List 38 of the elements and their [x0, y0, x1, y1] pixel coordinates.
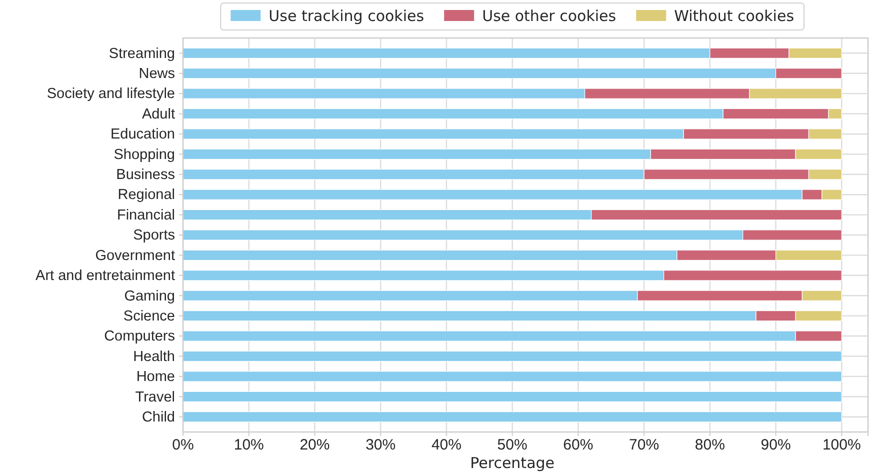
- y-tick-label: Child: [142, 409, 175, 426]
- x-tick-label: 10%: [234, 436, 264, 454]
- y-tick-label: Science: [123, 308, 175, 324]
- x-tick-label: 0%: [172, 436, 194, 454]
- x-tick-label: 80%: [694, 436, 725, 454]
- y-tick-label: Health: [133, 348, 175, 365]
- bar: [182, 411, 842, 422]
- x-tick-label: 90%: [760, 436, 791, 454]
- x-axis-title: Percentage: [470, 454, 555, 472]
- legend-label: Use other cookies: [482, 7, 616, 25]
- y-tick-label: Streaming: [108, 46, 175, 62]
- y-tick-label: Business: [116, 167, 175, 184]
- legend-label: Without cookies: [674, 7, 794, 25]
- bar: [182, 391, 842, 402]
- bar: [182, 350, 842, 362]
- y-tick-label: Art and entretainment: [36, 268, 175, 284]
- y-tick-label: Government: [95, 248, 175, 264]
- x-tick-label: 60%: [563, 436, 594, 454]
- y-tick-label: Travel: [135, 389, 175, 406]
- y-tick-label: Adult: [142, 106, 175, 122]
- y-tick-label: Education: [110, 126, 175, 143]
- y-tick-label: Shopping: [114, 146, 175, 163]
- y-tick-label: Regional: [118, 187, 175, 204]
- y-tick-label: Financial: [116, 207, 175, 224]
- y-tick-label: Gaming: [124, 288, 175, 304]
- y-tick-label: Sports: [133, 228, 175, 244]
- bar: [182, 371, 842, 382]
- x-tick-label: 30%: [366, 436, 396, 454]
- y-tick-label: News: [138, 66, 175, 82]
- legend-label: Use tracking cookies: [268, 7, 424, 25]
- x-tick-label: 40%: [431, 436, 462, 454]
- y-tick-label: Society and lifestyle: [46, 86, 175, 102]
- x-tick-label: 70%: [629, 436, 660, 454]
- y-tick-label: Computers: [104, 328, 175, 345]
- y-tick-label: Home: [136, 369, 175, 386]
- x-tick-label: 100%: [822, 436, 861, 454]
- x-tick-label: 50%: [497, 436, 528, 454]
- x-tick-label: 20%: [300, 436, 330, 454]
